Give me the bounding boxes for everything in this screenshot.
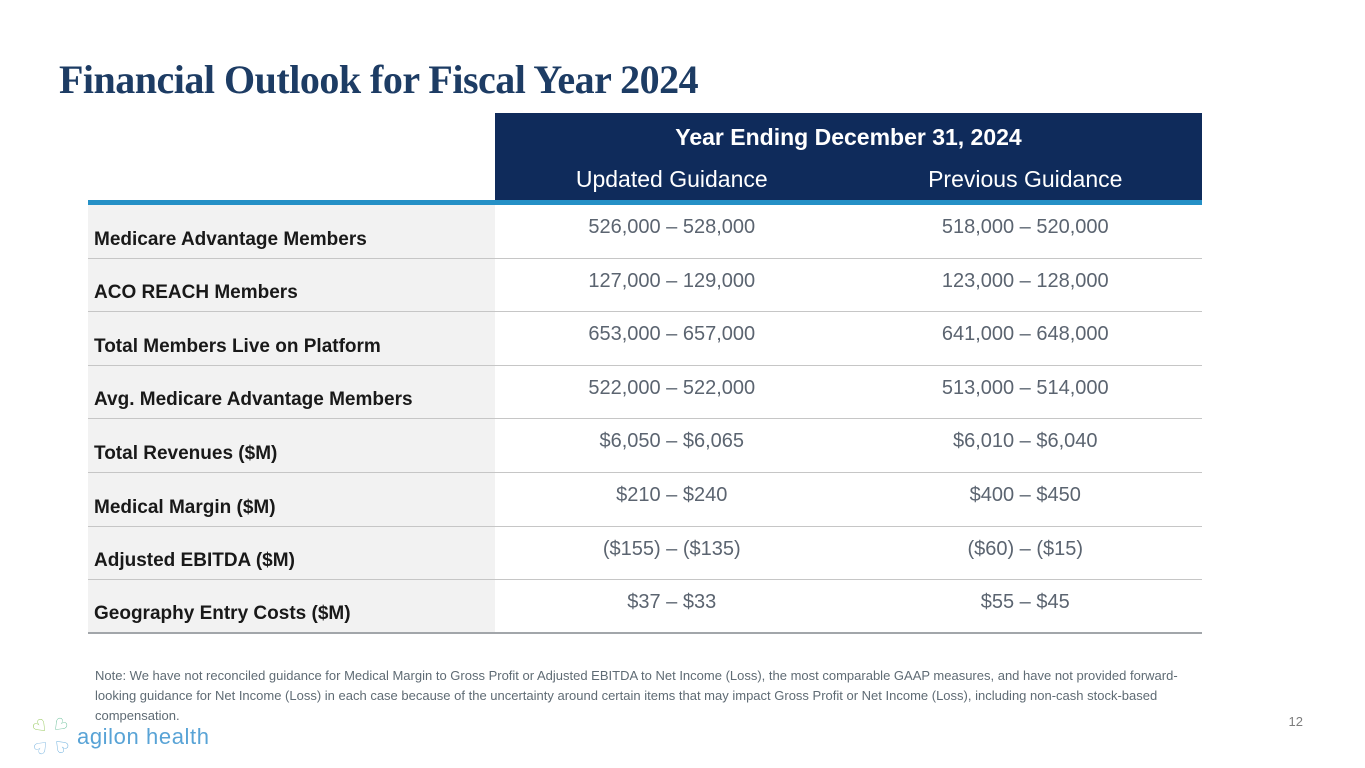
row-label: Medicare Advantage Members [88, 205, 495, 258]
page-title: Financial Outlook for Fiscal Year 2024 [59, 57, 699, 102]
accent-divider [88, 200, 1202, 205]
column-header-previous-guidance: Previous Guidance [928, 166, 1123, 192]
row-label: Avg. Medicare Advantage Members [88, 365, 495, 419]
table-row: Medical Margin ($M) $210 – $240 $400 – $… [88, 472, 1202, 527]
table-row: Adjusted EBITDA ($M) ($155) – ($135) ($6… [88, 526, 1202, 581]
table-row: Medicare Advantage Members 526,000 – 528… [88, 205, 1202, 259]
table-row: Geography Entry Costs ($M) $37 – $33 $55… [88, 580, 1202, 634]
row-previous-value: 641,000 – 648,000 [941, 323, 1109, 346]
table-row: ACO REACH Members 127,000 – 129,000 123,… [88, 258, 1202, 313]
table-body: Medicare Advantage Members 526,000 – 528… [88, 205, 1202, 634]
row-updated-value: 127,000 – 129,000 [588, 269, 756, 292]
row-previous-value: 123,000 – 128,000 [941, 269, 1109, 292]
guidance-table: Year Ending December 31, 2024 Updated Gu… [88, 113, 1202, 634]
row-updated-value: $6,050 – $6,065 [599, 430, 745, 453]
row-label: ACO REACH Members [88, 258, 495, 312]
table-header-title: Year Ending December 31, 2024 [675, 124, 1022, 150]
footnote: Note: We have not reconciled guidance fo… [95, 668, 1178, 723]
table-row: Total Members Live on Platform 653,000 –… [88, 312, 1202, 366]
row-label: Total Revenues ($M) [88, 419, 495, 472]
table-column-headers: Updated Guidance Previous Guidance [495, 166, 1202, 193]
row-previous-value: $6,010 – $6,040 [952, 430, 1098, 453]
table-row: Avg. Medicare Advantage Members 522,000 … [88, 365, 1202, 420]
row-updated-value: ($155) – ($135) [602, 537, 741, 560]
agilon-health-logo: ♡ ♡ ♡ ♡ agilon health [29, 714, 210, 759]
table-row: Total Revenues ($M) $6,050 – $6,065 $6,0… [88, 419, 1202, 473]
clover-hearts-icon: ♡ ♡ ♡ ♡ [29, 714, 73, 759]
row-updated-value: 526,000 – 528,000 [588, 216, 756, 238]
row-updated-value: $37 – $33 [627, 591, 717, 614]
row-updated-value: 522,000 – 522,000 [588, 376, 756, 399]
row-previous-value: $400 – $450 [969, 483, 1081, 506]
row-previous-value: $55 – $45 [980, 591, 1070, 614]
column-header-updated-guidance: Updated Guidance [575, 166, 768, 192]
row-label: Geography Entry Costs ($M) [88, 580, 495, 632]
row-updated-value: $210 – $240 [616, 483, 728, 506]
logo-wordmark: agilon health [77, 723, 210, 749]
table-header: Year Ending December 31, 2024 Updated Gu… [495, 113, 1202, 200]
row-updated-value: 653,000 – 657,000 [588, 323, 756, 346]
row-previous-value: 513,000 – 514,000 [941, 376, 1109, 399]
row-label: Medical Margin ($M) [88, 472, 495, 526]
page-number: 12 [1288, 714, 1303, 729]
row-previous-value: ($60) – ($15) [967, 537, 1084, 560]
row-label: Adjusted EBITDA ($M) [88, 526, 495, 580]
row-previous-value: 518,000 – 520,000 [941, 216, 1109, 238]
heart-petal-icon: ♡ [29, 733, 55, 759]
row-label: Total Members Live on Platform [88, 312, 495, 365]
